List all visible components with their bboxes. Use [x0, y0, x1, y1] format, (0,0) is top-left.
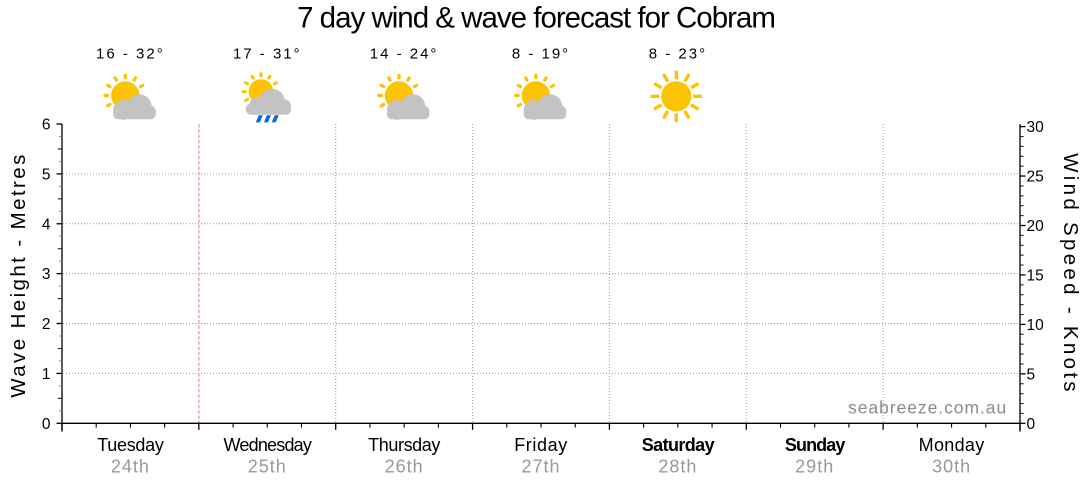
- svg-text:30th: 30th: [932, 457, 971, 477]
- svg-text:20: 20: [1027, 218, 1045, 235]
- svg-text:8 - 19°: 8 - 19°: [512, 46, 570, 63]
- svg-text:25th: 25th: [248, 457, 287, 477]
- svg-text:Wave Height - Metres: Wave Height - Metres: [7, 152, 30, 397]
- svg-text:seabreeze.com.au: seabreeze.com.au: [848, 398, 1007, 418]
- svg-text:Tuesday: Tuesday: [97, 435, 164, 455]
- svg-text:7 day wind & wave forecast for: 7 day wind & wave forecast for Cobram: [297, 1, 775, 34]
- svg-text:29th: 29th: [795, 457, 834, 477]
- svg-text:1: 1: [42, 366, 51, 383]
- svg-text:17 - 31°: 17 - 31°: [233, 46, 302, 63]
- svg-text:14 - 24°: 14 - 24°: [370, 46, 439, 63]
- svg-text:8 - 23°: 8 - 23°: [649, 46, 707, 63]
- svg-text:27th: 27th: [521, 457, 560, 477]
- svg-text:Friday: Friday: [514, 435, 568, 455]
- svg-text:0: 0: [1027, 416, 1036, 433]
- svg-text:25: 25: [1027, 169, 1044, 186]
- svg-text:4: 4: [42, 216, 51, 233]
- svg-text:26th: 26th: [385, 457, 424, 477]
- svg-text:15: 15: [1027, 268, 1044, 285]
- svg-text:0: 0: [42, 416, 51, 433]
- svg-text:6: 6: [42, 117, 51, 134]
- svg-text:Monday: Monday: [919, 435, 985, 455]
- svg-text:28th: 28th: [658, 457, 697, 477]
- svg-text:3: 3: [42, 266, 51, 283]
- svg-text:30: 30: [1027, 119, 1045, 136]
- svg-text:16 - 32°: 16 - 32°: [96, 46, 165, 63]
- svg-text:2: 2: [42, 316, 51, 333]
- svg-text:24th: 24th: [111, 457, 150, 477]
- svg-text:Thursday: Thursday: [368, 435, 440, 455]
- svg-text:5: 5: [1027, 367, 1036, 384]
- svg-text:Sunday: Sunday: [785, 435, 846, 455]
- svg-text:Wind Speed - Knots: Wind Speed - Knots: [1059, 153, 1080, 395]
- svg-text:10: 10: [1027, 317, 1045, 334]
- svg-text:Saturday: Saturday: [642, 435, 715, 455]
- svg-text:5: 5: [42, 166, 51, 183]
- svg-text:Wednesday: Wednesday: [224, 435, 312, 455]
